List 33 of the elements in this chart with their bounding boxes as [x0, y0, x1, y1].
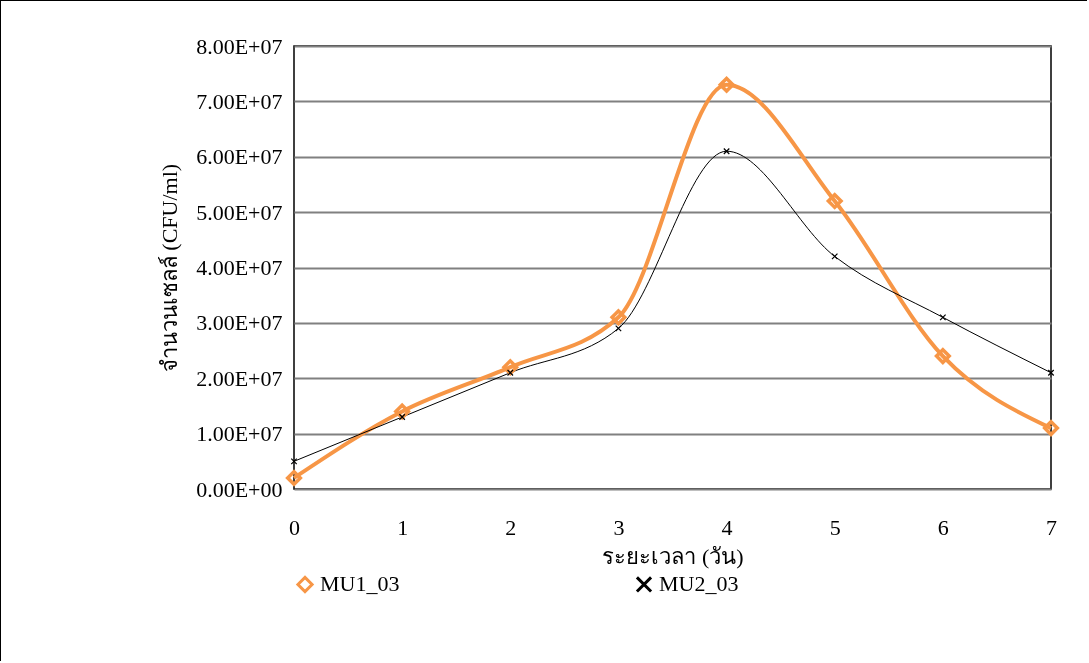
y-tick-label: 6.00E+07 — [196, 144, 283, 170]
y-tick-label: 7.00E+07 — [196, 88, 283, 114]
y-tick-label: 4.00E+07 — [196, 255, 283, 280]
x-tick-label: 4 — [721, 514, 733, 540]
y-tick-label: 1.00E+07 — [196, 421, 283, 447]
y-tick-label: 5.00E+07 — [196, 199, 283, 225]
point — [285, 469, 303, 486]
point — [718, 76, 735, 93]
y-axis-title: จำนวนเซลล์ (CFU/ml) — [157, 163, 183, 373]
point — [1042, 420, 1060, 437]
legend-label: MU2_03 — [659, 571, 739, 597]
x-tick-label: 6 — [937, 514, 949, 540]
x-tick-label: 3 — [613, 514, 625, 540]
point — [831, 253, 839, 260]
point — [934, 348, 951, 365]
y-tick-label: 8.00E+07 — [196, 33, 283, 59]
point — [610, 309, 627, 326]
point — [290, 457, 298, 465]
point — [398, 413, 406, 421]
legend-label: MU1_03 — [320, 571, 400, 597]
x-tick-label: 7 — [1046, 514, 1057, 540]
point — [826, 192, 843, 210]
x-axis-title: ระยะเวลา (วัน) — [602, 543, 744, 569]
x-tick-label: 0 — [289, 514, 300, 540]
point — [723, 147, 730, 155]
y-tick-label: 3.00E+07 — [196, 310, 283, 336]
y-tick-label: 2.00E+07 — [196, 365, 283, 391]
y-tick-label: 0.00E+00 — [196, 476, 283, 502]
x-tick-label: 2 — [505, 514, 517, 540]
point — [1047, 369, 1055, 377]
x-tick-label: 5 — [829, 514, 841, 540]
point — [939, 314, 947, 321]
x-tick-label: 1 — [397, 514, 409, 540]
